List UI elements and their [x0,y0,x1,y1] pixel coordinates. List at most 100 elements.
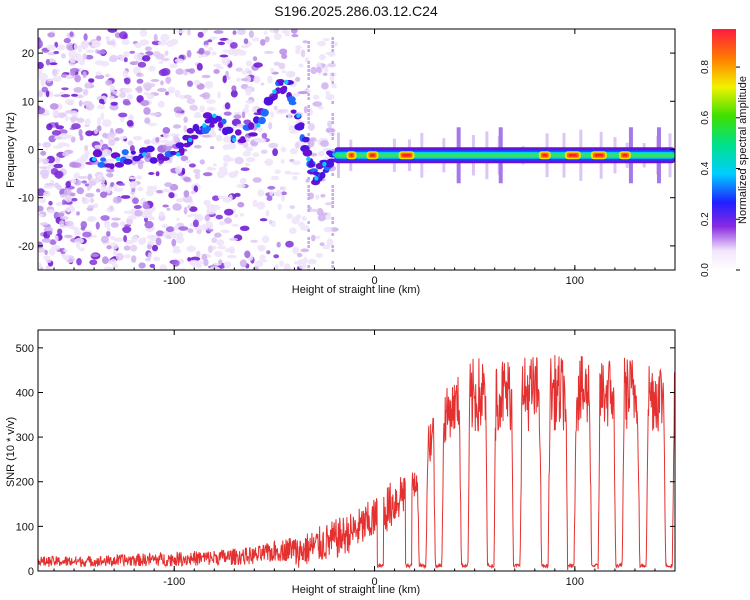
noise-blob [211,51,217,56]
ridge-point [232,137,237,143]
noise-blob [225,39,233,43]
noise-blob [96,188,101,193]
noise-blob [285,240,294,248]
noise-blob [107,132,117,136]
noise-blob [126,93,134,100]
noise-blob [319,242,325,247]
ridge-blob [175,142,185,149]
noise-blob [300,49,306,58]
noise-blob [52,75,62,82]
noise-blob [165,91,169,96]
spectrogram-y-tick-label: -20 [18,241,34,253]
snr-y-tick-label: 100 [16,521,34,533]
noise-blob [147,252,152,259]
ridge-blob [234,129,242,136]
noise-blob [204,44,209,48]
noise-blob [193,144,202,149]
noise-blob [136,72,142,77]
noise-blob [142,82,153,90]
ridge-blob [100,157,107,162]
noise-blob [231,224,240,227]
noise-blob [161,57,170,62]
spectrogram-x-tick-label: -100 [163,275,185,287]
ridge-blob [114,161,124,168]
noise-streak [331,185,334,188]
noise-blob [274,169,281,174]
noise-blob [146,185,155,191]
noise-blob [317,214,326,222]
noise-blob [82,41,89,50]
noise-blob [244,162,251,167]
noise-blob [162,126,171,134]
noise-blob [146,244,152,250]
noise-blob [38,157,43,164]
noise-blob [56,212,65,218]
noise-blob [46,44,56,51]
colorbar-tick-label: 0.4 [700,161,711,175]
noise-blob [225,70,229,78]
noise-blob [269,190,274,196]
snr-y-axis-label: SNR (10 * v/v) [5,417,17,487]
ridge-blob [223,126,234,134]
noise-blob [325,202,333,206]
noise-blob [87,217,94,223]
noise-blob [247,70,253,74]
noise-blob [320,140,329,147]
noise-blob [134,209,143,217]
noise-blob [143,107,151,115]
noise-blob [302,40,309,44]
noise-blob [168,192,175,199]
noise-blob [322,72,328,77]
noise-blob [193,185,198,193]
noise-blob [273,33,282,41]
ridge-blob [121,149,129,156]
noise-blob [283,265,291,270]
noise-blob [64,98,75,105]
noise-blob [268,219,273,225]
noise-blob [206,106,216,112]
noise-blob [172,135,179,143]
noise-blob [260,82,265,86]
noise-blob [207,39,213,43]
ridge-blob [160,156,170,161]
noise-blob [63,249,69,252]
ridge-blob [123,158,133,165]
noise-blob [88,78,95,83]
noise-blob [69,116,79,122]
noise-blob [199,93,208,98]
noise-streak [331,265,334,268]
noise-blob [124,239,135,245]
noise-blob [194,171,201,180]
noise-blob [105,172,114,178]
noise-blob [102,132,108,138]
noise-blob [74,74,81,83]
noise-blob [126,120,134,127]
noise-streak [307,209,310,212]
noise-blob [201,253,208,261]
noise-blob [268,142,279,149]
noise-blob [46,123,53,131]
noise-blob [176,217,180,221]
noise-blob [253,62,263,68]
noise-blob [85,193,95,198]
noise-blob [252,152,260,157]
noise-blob [162,204,169,208]
noise-blob [215,66,225,70]
noise-blob [275,189,282,197]
ridge-point [256,123,261,128]
noise-blob [245,88,252,96]
ridge-blob [272,91,278,100]
noise-blob [122,87,133,94]
noise-streak [307,117,310,120]
track-hot-peak [594,154,603,157]
noise-streak [307,221,310,224]
noise-blob [223,261,232,269]
noise-streak [307,105,310,108]
noise-blob [199,159,205,165]
noise-blob [291,160,301,166]
ridge-point [296,113,301,119]
noise-streak [331,189,334,192]
snr-y-tick-label: 400 [16,387,34,399]
noise-blob [239,259,247,268]
noise-blob [279,48,288,55]
